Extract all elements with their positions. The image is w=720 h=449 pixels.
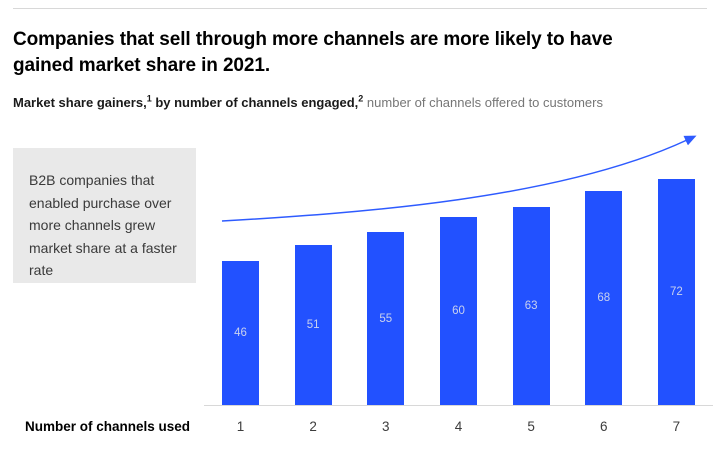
bar-value-label: 68 xyxy=(597,292,611,305)
x-tick-label: 6 xyxy=(600,419,608,434)
chart-subtitle: Market share gainers,1 by number of chan… xyxy=(13,93,713,111)
bar: 51 xyxy=(294,244,332,405)
chart-title: Companies that sell through more channel… xyxy=(13,29,613,76)
x-tick-label: 2 xyxy=(309,419,317,434)
bar-column: 72 xyxy=(657,178,695,405)
top-divider xyxy=(13,8,707,9)
x-tick-label: 4 xyxy=(454,419,463,434)
bar-column: 60 xyxy=(439,216,477,405)
bar-value-label: 55 xyxy=(379,312,393,325)
callout-text: B2B companies that enabled purchase over… xyxy=(29,172,177,278)
x-tick-label: 7 xyxy=(672,419,681,434)
bar-value-label: 51 xyxy=(306,318,320,331)
bar: 72 xyxy=(657,178,695,405)
bar-value-label: 63 xyxy=(524,300,538,313)
bar-plot: 46 51 55 60 63 68 72 xyxy=(222,160,695,405)
bar: 68 xyxy=(585,191,623,405)
x-axis-title: Number of channels used xyxy=(25,419,191,434)
x-axis-line xyxy=(204,405,713,406)
bar-column: 46 xyxy=(222,260,259,405)
bar-value-label: 46 xyxy=(234,326,247,339)
bar: 60 xyxy=(439,216,477,405)
bar: 63 xyxy=(512,207,550,405)
bar-column: 51 xyxy=(294,244,332,405)
bar-value-label: 60 xyxy=(452,304,465,317)
x-tick-label: 5 xyxy=(527,419,535,434)
bar: 46 xyxy=(222,260,259,405)
bar-column: 68 xyxy=(585,191,623,405)
x-tick-label: 3 xyxy=(382,419,390,434)
bar-value-label: 72 xyxy=(670,285,683,298)
x-tick-label: 1 xyxy=(236,419,245,434)
bar-column: 55 xyxy=(367,232,405,405)
bar-column: 63 xyxy=(512,207,550,405)
subtitle-bold-1: Market share gainers, xyxy=(13,95,147,110)
subtitle-bold-2: by number of channels engaged, xyxy=(151,95,359,110)
footnote-marker-2: 2 xyxy=(358,93,364,104)
subtitle-regular: number of channels offered to customers xyxy=(363,95,603,110)
category-row: 1 2 3 4 5 6 7 xyxy=(222,419,695,435)
footnote-marker-1: 1 xyxy=(146,93,152,104)
bar: 55 xyxy=(367,232,405,405)
callout-box: B2B companies that enabled purchase over… xyxy=(13,148,196,283)
